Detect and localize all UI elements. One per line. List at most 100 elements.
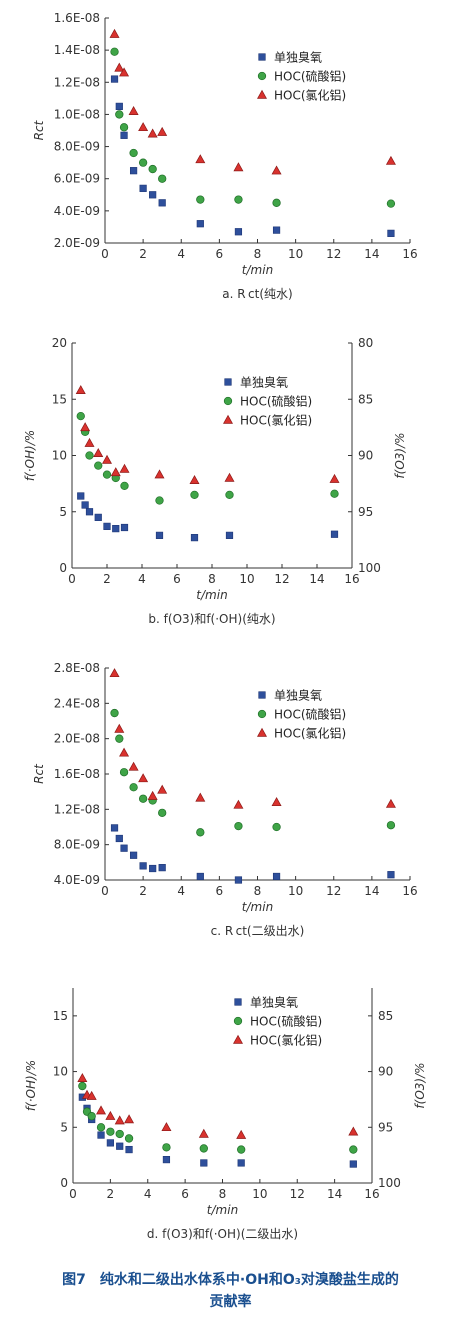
y-tick-label: 10 <box>53 1065 68 1079</box>
y-tick-label: 6.0E-09 <box>54 172 100 186</box>
series-hoc_sulfate <box>110 47 396 208</box>
data-point <box>109 668 120 678</box>
data-point <box>237 1145 246 1154</box>
x-tick-label: 12 <box>326 884 341 898</box>
data-point <box>233 799 244 809</box>
y-axis-label: Rct <box>32 763 46 784</box>
x-axis-label: t/min <box>242 900 273 914</box>
legend-label-hoc_sulfate: HOC(硫酸铝) <box>274 69 346 84</box>
series-hoc_sulfate <box>78 1081 358 1154</box>
legend-label-single_ozone: 单独臭氧 <box>250 995 298 1010</box>
data-point <box>84 437 95 447</box>
data-point <box>106 1127 115 1136</box>
series-hoc_sulfate <box>110 708 396 837</box>
y-right-tick-label: 85 <box>378 1009 393 1023</box>
data-point <box>110 467 121 477</box>
x-tick-label: 16 <box>402 884 417 898</box>
series-single_ozone <box>110 75 395 237</box>
legend: 单独臭氧 HOC(硫酸铝) HOC(氯化铝) <box>233 995 322 1048</box>
x-tick-label: 16 <box>402 247 417 261</box>
data-point <box>77 492 85 500</box>
data-point <box>158 864 166 872</box>
y-tick-label: 15 <box>53 1009 68 1023</box>
data-point <box>102 454 112 464</box>
data-point <box>196 828 205 837</box>
x-tick-label: 0 <box>101 884 109 898</box>
data-point <box>139 862 147 870</box>
x-tick-label: 10 <box>239 572 254 586</box>
data-point <box>329 473 340 483</box>
data-point <box>162 1143 171 1152</box>
x-tick-label: 6 <box>181 1187 189 1201</box>
y-tick-label: 15 <box>52 392 67 406</box>
y-right-tick-label: 100 <box>358 561 381 575</box>
data-point <box>386 821 396 830</box>
x-tick-label: 14 <box>309 572 324 586</box>
data-point <box>120 523 129 532</box>
legend-marker-hoc_chloride <box>223 414 233 424</box>
legend-marker-single_ozone <box>258 691 266 699</box>
data-point <box>124 1134 134 1143</box>
data-point <box>387 229 395 237</box>
y-tick-label: 1.4E-08 <box>54 43 100 57</box>
data-point <box>234 228 243 236</box>
data-point <box>349 1145 358 1154</box>
data-point <box>129 167 138 175</box>
series-hoc_chloride <box>77 1073 359 1139</box>
data-point <box>116 1142 124 1150</box>
data-point <box>120 481 129 491</box>
x-tick-label: 0 <box>101 247 109 261</box>
legend-label-single_ozone: 单独臭氧 <box>274 50 322 65</box>
data-point <box>148 164 157 174</box>
data-point <box>110 708 119 718</box>
x-tick-label: 10 <box>288 247 303 261</box>
y-axis-right-label: f(O3)/% <box>393 432 407 478</box>
x-tick-label: 0 <box>69 1187 77 1201</box>
x-tick-label: 10 <box>288 884 303 898</box>
series-hoc_chloride <box>75 385 340 484</box>
data-point <box>196 220 204 228</box>
y-right-tick-label: 85 <box>358 392 373 406</box>
data-point <box>129 851 138 859</box>
x-tick-label: 12 <box>274 572 289 586</box>
chart-b-f-o3-oh-pure-water: 0 2 4 6 8 10 12 14 16 t/min 0 5 10 15 20 100 95 90 85 80 f(O… <box>23 336 407 626</box>
data-point <box>138 794 148 803</box>
y-axis-label: f(·OH)/% <box>24 1060 38 1111</box>
data-point <box>200 1159 208 1167</box>
data-point <box>138 773 149 783</box>
data-point <box>115 102 123 110</box>
y-tick-label: 2.4E-08 <box>54 696 100 710</box>
y-axis-label: Rct <box>32 119 46 140</box>
data-point <box>125 1145 133 1154</box>
data-point <box>87 1111 96 1121</box>
data-point <box>386 199 396 208</box>
data-point <box>115 834 123 843</box>
legend-marker-hoc_chloride <box>233 1034 243 1044</box>
data-point <box>196 195 205 204</box>
data-point <box>93 448 104 457</box>
data-point <box>114 62 125 72</box>
data-point <box>237 1159 245 1167</box>
y-tick-label: 1.0E-08 <box>54 107 100 121</box>
data-point <box>224 472 235 482</box>
x-tick-label: 4 <box>138 572 146 586</box>
data-point <box>81 501 89 509</box>
data-point <box>128 105 139 115</box>
data-point <box>158 808 167 818</box>
legend: 单独臭氧 HOC(硫酸铝) HOC(氯化铝) <box>257 50 346 103</box>
data-point <box>119 67 130 77</box>
x-tick-label: 2 <box>103 572 111 586</box>
legend-marker-single_ozone <box>234 998 242 1006</box>
x-tick-label: 16 <box>364 1187 379 1201</box>
data-point <box>190 490 199 500</box>
figure-caption-line1: 图7 纯水和二级出水体系中·OH和O₃对溴酸盐生成的 <box>62 1272 399 1288</box>
data-point <box>147 790 158 800</box>
data-point <box>154 469 165 479</box>
data-point <box>198 1128 209 1138</box>
legend-label-hoc_sulfate: HOC(硫酸铝) <box>250 1014 322 1029</box>
data-point <box>225 490 234 500</box>
x-tick-label: 14 <box>327 1187 342 1201</box>
data-point <box>112 525 120 533</box>
data-point <box>76 411 85 421</box>
y-tick-label: 5 <box>60 1120 68 1134</box>
